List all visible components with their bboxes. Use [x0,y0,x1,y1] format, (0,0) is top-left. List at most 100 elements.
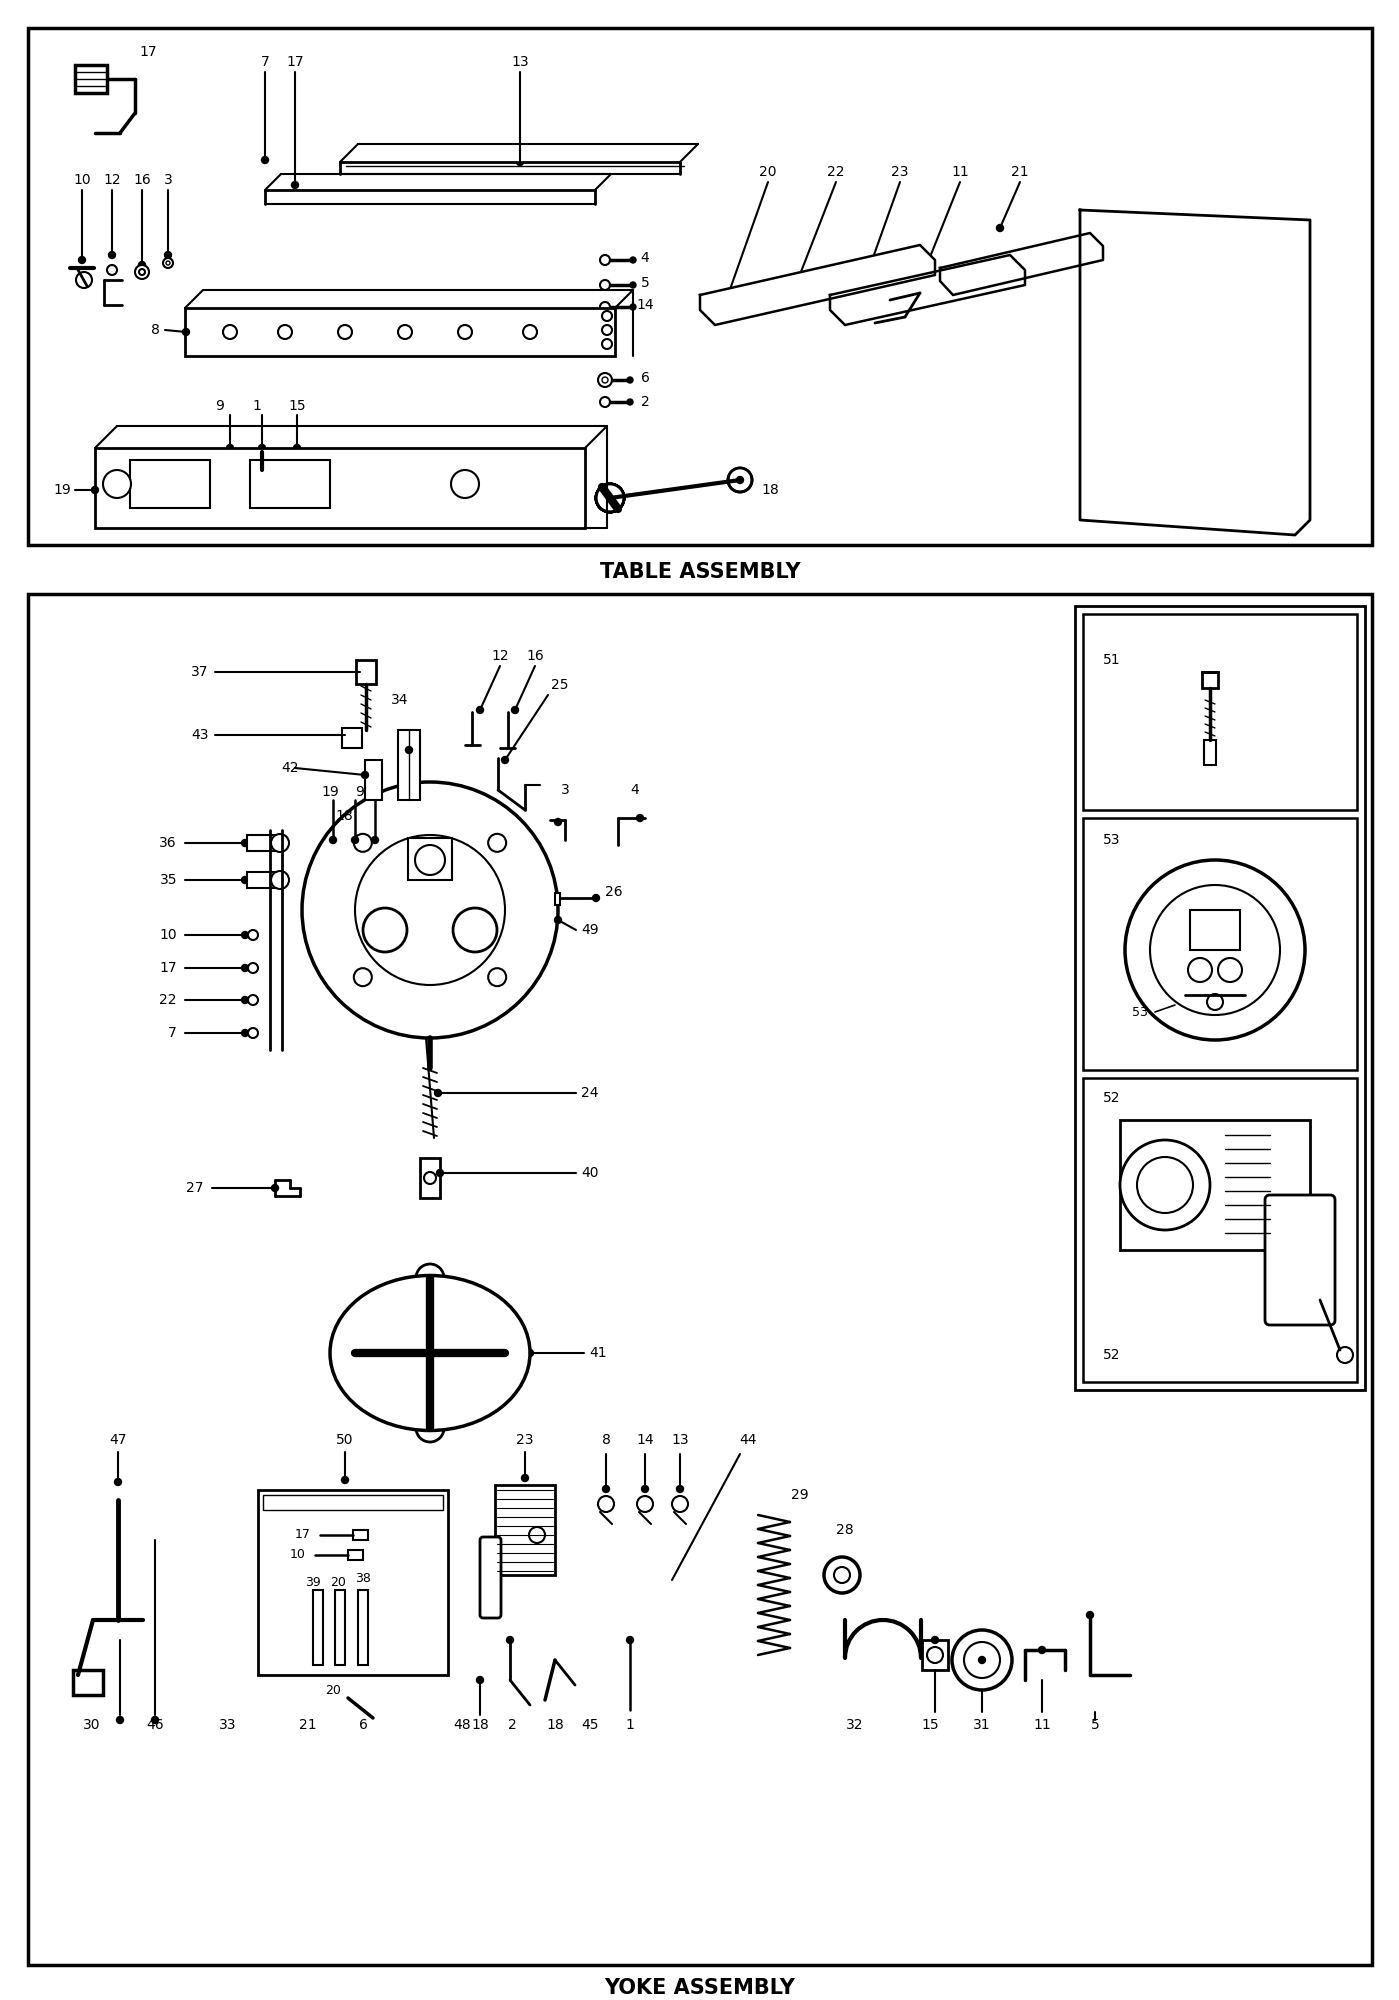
Bar [397,730,420,800]
Circle shape [182,328,189,336]
Bar [365,760,382,800]
Bar [358,1590,368,1664]
Bar [341,728,362,748]
Text: 16: 16 [526,648,544,664]
Text: 17: 17 [287,54,304,68]
Circle shape [341,1476,348,1484]
Text: 17: 17 [159,962,178,976]
Text: 6: 6 [358,1718,368,1732]
Circle shape [600,254,610,264]
Text: 11: 11 [951,166,970,180]
Text: 2: 2 [508,1718,516,1732]
Circle shape [76,272,92,288]
Circle shape [630,304,637,310]
Circle shape [165,252,172,258]
Bar [257,1490,448,1676]
Circle shape [1150,884,1280,1016]
Bar [250,460,330,508]
Text: 1: 1 [253,400,262,414]
Circle shape [222,324,236,338]
Text: 15: 15 [288,400,306,414]
Bar [263,1496,443,1510]
Circle shape [406,746,413,754]
Text: 35: 35 [159,872,178,888]
Circle shape [354,968,372,986]
Circle shape [602,376,609,384]
Circle shape [242,932,249,938]
Text: 43: 43 [192,728,208,742]
Circle shape [436,1170,443,1176]
Circle shape [522,1474,529,1482]
Bar [353,1530,368,1540]
Circle shape [397,324,411,338]
Text: YOKE ASSEMBLY: YOKE ASSEMBLY [604,1978,796,1998]
Text: 1: 1 [625,1718,634,1732]
Bar [334,1590,346,1664]
Text: 33: 33 [220,1718,236,1732]
Circle shape [786,296,793,304]
Circle shape [529,1528,546,1544]
Text: 23: 23 [516,1432,534,1448]
Bar [1083,614,1357,810]
Text: 4: 4 [631,782,639,796]
Text: 5: 5 [641,276,649,290]
Circle shape [242,1030,249,1036]
Circle shape [516,158,523,166]
Text: 31: 31 [974,1718,990,1732]
Text: 18: 18 [336,808,353,824]
Circle shape [672,1496,688,1512]
Circle shape [242,840,249,846]
Circle shape [166,260,171,264]
Circle shape [262,156,269,164]
Text: 20: 20 [330,1576,346,1588]
Circle shape [627,400,632,404]
Text: 10: 10 [73,174,91,188]
Text: 51: 51 [1104,652,1121,668]
Circle shape [523,324,537,338]
Text: 17: 17 [139,44,157,58]
Circle shape [91,486,98,494]
Circle shape [416,1264,443,1292]
Circle shape [852,304,859,312]
Text: 32: 32 [846,1718,863,1732]
Bar [1083,1078,1357,1382]
FancyBboxPatch shape [480,1536,501,1618]
Bar [76,64,106,92]
Text: 46: 46 [145,1718,164,1732]
Circle shape [526,1350,533,1356]
Bar [248,872,276,888]
Circle shape [357,668,364,676]
Circle shape [996,224,1003,232]
Text: 52: 52 [1104,1092,1121,1104]
Bar [1074,606,1365,1390]
Text: 39: 39 [305,1576,320,1588]
Circle shape [602,324,611,334]
Polygon shape [830,254,1025,324]
Circle shape [512,706,519,714]
Text: 26: 26 [606,884,623,900]
Bar [1083,818,1357,1070]
Text: 30: 30 [84,1718,101,1732]
Circle shape [248,994,257,1004]
Circle shape [355,836,505,984]
Bar [1205,740,1216,764]
Text: 23: 23 [891,166,909,180]
Circle shape [139,262,145,268]
Circle shape [453,908,497,952]
Circle shape [627,1636,634,1644]
Circle shape [416,1414,443,1442]
Circle shape [139,268,145,274]
Circle shape [596,484,624,512]
Text: 7: 7 [260,54,270,68]
Text: 14: 14 [637,1432,653,1448]
Bar [409,838,452,880]
Circle shape [600,280,610,290]
Circle shape [554,818,561,826]
Circle shape [457,324,471,338]
Circle shape [271,872,290,888]
Circle shape [242,964,249,972]
Circle shape [1087,1612,1094,1618]
Bar [95,448,585,528]
Text: 18: 18 [761,482,779,496]
Circle shape [242,996,249,1004]
